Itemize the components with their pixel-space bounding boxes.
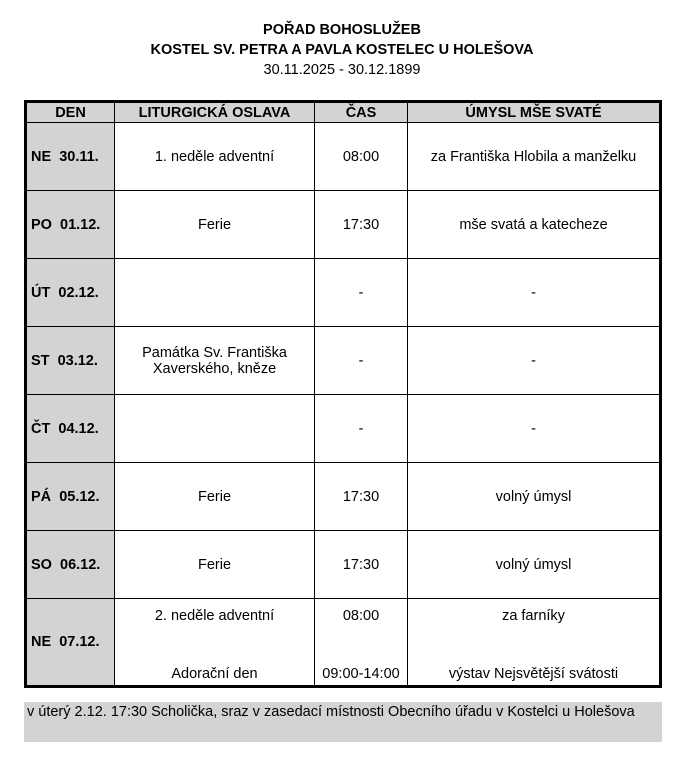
table-row: SO 06.12. Ferie 17:30 volný úmysl: [25, 530, 661, 599]
day-cell: ST 03.12.: [25, 326, 115, 395]
celebration-cell-line: 2. neděle adventní: [154, 608, 275, 624]
announcement-note: v úterý 2.12. 17:30 Scholička, sraz v za…: [24, 702, 662, 742]
table-row: ST 03.12. Památka Sv. Františka Xaverskéh…: [25, 326, 661, 395]
time-cell: -: [314, 326, 408, 395]
celebration-cell: [114, 258, 315, 327]
intention-cell-line: výstav Nejsvětější svátosti: [448, 666, 619, 682]
table-row: ÚT 02.12. - -: [25, 258, 661, 327]
table-row: PÁ 05.12. Ferie 17:30 volný úmysl: [25, 462, 661, 531]
page-title: POŘAD BOHOSLUŽEB: [263, 22, 421, 38]
intention-cell: -: [407, 394, 661, 463]
intention-cell: -: [407, 326, 661, 395]
celebration-cell: Památka Sv. Františka Xaverského, kněze: [114, 326, 315, 395]
date-range: 30.11.2025 - 30.12.1899: [263, 62, 421, 78]
column-header-intention: ÚMYSL MŠE SVATÉ: [407, 101, 661, 123]
time-cell-line: 08:00: [342, 608, 380, 624]
day-cell: PO 01.12.: [25, 190, 115, 259]
time-cell-line: 09:00-14:00: [322, 666, 400, 682]
time-cell: 17:30: [314, 190, 408, 259]
celebration-cell: Ferie: [114, 190, 315, 259]
celebration-cell-line: Adorační den: [171, 666, 258, 682]
celebration-cell: Ferie: [114, 462, 315, 531]
table-row: NE 30.11. 1. neděle adventní 08:00 za Frant…: [25, 122, 661, 191]
column-header-celebration: LITURGICKÁ OSLAVA: [114, 101, 315, 123]
column-header-day: DEN: [25, 101, 115, 123]
day-cell: PÁ 05.12.: [25, 462, 115, 531]
time-cell: -: [314, 394, 408, 463]
intention-cell: mše svatá a katecheze: [407, 190, 661, 259]
time-cell: 17:30: [314, 462, 408, 531]
celebration-cell: [114, 394, 315, 463]
column-header-time: ČAS: [314, 101, 408, 123]
table-row: ČT 04.12. - -: [25, 394, 661, 463]
table-row: PO 01.12. Ferie 17:30 mše svatá a katecheze: [25, 190, 661, 259]
day-cell: ÚT 02.12.: [25, 258, 115, 327]
intention-cell: za farníky výstav Nejsvětější svátosti: [407, 598, 661, 687]
time-cell: 17:30: [314, 530, 408, 599]
celebration-cell: Ferie: [114, 530, 315, 599]
day-cell: ČT 04.12.: [25, 394, 115, 463]
intention-cell: volný úmysl: [407, 530, 661, 599]
intention-cell: -: [407, 258, 661, 327]
celebration-cell: 2. neděle adventní Adorační den: [114, 598, 315, 687]
day-cell: NE 30.11.: [25, 122, 115, 191]
intention-cell: za Františka Hlobila a manželku: [407, 122, 661, 191]
table-header-row: DEN LITURGICKÁ OSLAVA ČAS ÚMYSL MŠE SVAT…: [25, 101, 661, 123]
celebration-cell: 1. neděle adventní: [114, 122, 315, 191]
church-name: KOSTEL SV. PETRA A PAVLA KOSTELEC U HOLE…: [150, 42, 534, 58]
time-cell: 08:00: [314, 122, 408, 191]
intention-cell: volný úmysl: [407, 462, 661, 531]
time-cell: -: [314, 258, 408, 327]
day-cell: SO 06.12.: [25, 530, 115, 599]
schedule-table: DEN LITURGICKÁ OSLAVA ČAS ÚMYSL MŠE SVAT…: [24, 100, 662, 688]
intention-cell-line: za farníky: [502, 608, 565, 624]
time-cell: 08:00 09:00-14:00: [314, 598, 408, 687]
table-row: NE 07.12. 2. neděle adventní Adorační den 0…: [25, 598, 661, 687]
day-cell: NE 07.12.: [25, 598, 115, 687]
